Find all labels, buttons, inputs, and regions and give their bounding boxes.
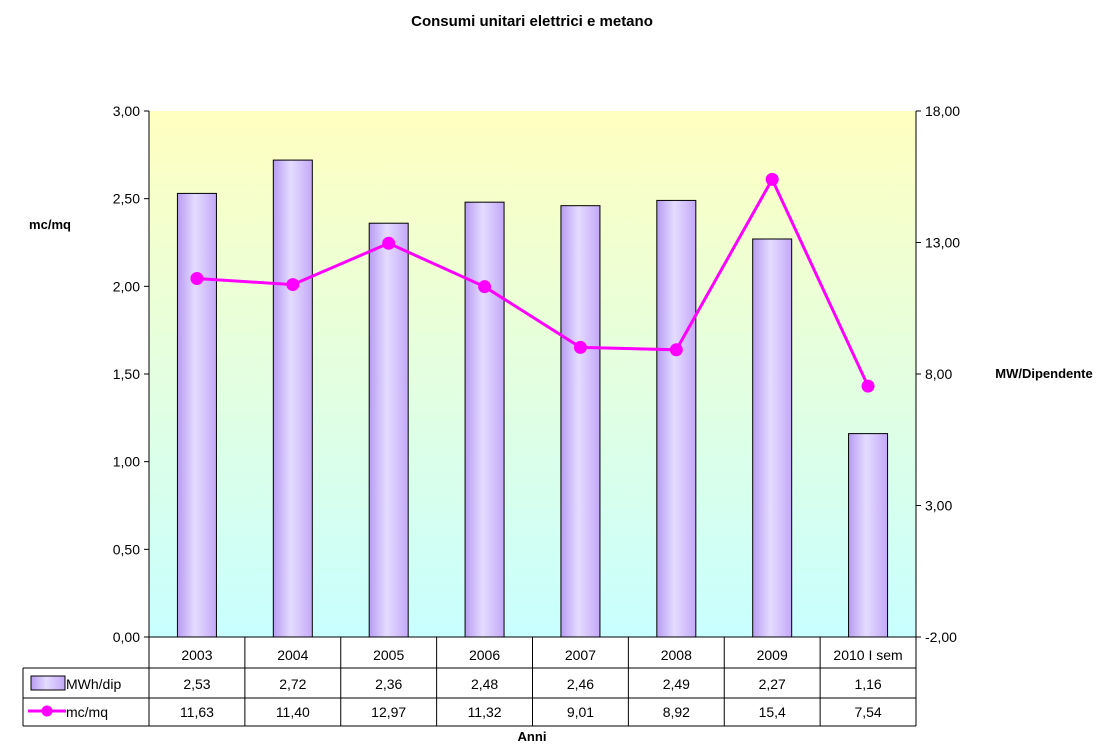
bar xyxy=(464,201,505,638)
y-left-tick-label: 1,00 xyxy=(113,454,140,470)
data-label-bar: 2,36 xyxy=(375,676,402,692)
line-point xyxy=(478,280,492,294)
chart-title: Consumi unitari elettrici e metano xyxy=(411,13,653,30)
data-label-line: 11,63 xyxy=(180,704,214,720)
line-point xyxy=(573,340,587,354)
bar xyxy=(272,159,313,638)
y-right-tick-label: 13,00 xyxy=(925,235,960,251)
data-label-bar: 2,27 xyxy=(759,676,786,692)
line-point xyxy=(382,236,396,250)
data-label-line: 15,4 xyxy=(759,704,786,720)
y-right-tick-label: 8,00 xyxy=(925,366,952,382)
data-table: 2003 2004 2005 2006 2007 2008 2009 2010 I sem MW… xyxy=(22,636,917,727)
y-right-tick-label: -2,00 xyxy=(925,629,957,645)
bar xyxy=(560,205,601,638)
line-path xyxy=(196,176,870,387)
line-series xyxy=(190,172,875,393)
bar xyxy=(368,222,409,638)
line-point xyxy=(765,172,779,186)
y-right-axis-title: MW/Dipendente xyxy=(995,366,1093,381)
bar xyxy=(656,199,697,638)
data-label-line: 11,32 xyxy=(468,704,502,720)
bar xyxy=(848,433,889,638)
bar-series xyxy=(176,159,889,638)
bar xyxy=(752,238,793,638)
y-right-tick-label: 18,00 xyxy=(925,103,960,119)
data-label-bar: 1,16 xyxy=(854,676,881,692)
category-label: 2009 xyxy=(757,647,788,663)
category-label: 2004 xyxy=(277,647,308,663)
line-point xyxy=(669,343,683,357)
legend-label-line: mc/mq xyxy=(66,704,108,720)
y-left-tick-label: 2,50 xyxy=(113,191,140,207)
legend-key-bar xyxy=(30,675,66,691)
legend-key-marker xyxy=(41,705,53,717)
category-label: 2003 xyxy=(181,647,212,663)
plot-area xyxy=(149,111,916,637)
data-label-line: 9,01 xyxy=(567,704,594,720)
data-label-line: 8,92 xyxy=(663,704,690,720)
data-label-bar: 2,48 xyxy=(471,676,498,692)
data-label-line: 7,54 xyxy=(854,704,881,720)
category-label: 2008 xyxy=(661,647,692,663)
bar xyxy=(176,192,217,638)
y-left-tick-label: 0,50 xyxy=(113,541,140,557)
data-label-line: 11,40 xyxy=(276,704,310,720)
category-label: 2005 xyxy=(373,647,404,663)
data-label-line: 12,97 xyxy=(371,704,406,720)
line-point xyxy=(861,379,875,393)
y-left-tick-label: 2,00 xyxy=(113,278,140,294)
y-left-ticks: 0,00 0,50 1,00 1,50 2,00 2,50 3,00 xyxy=(113,103,149,645)
y-left-axis-title: mc/mq xyxy=(29,217,71,232)
line-point xyxy=(286,278,300,292)
y-left-tick-label: 3,00 xyxy=(113,103,140,119)
y-right-tick-label: 3,00 xyxy=(925,498,952,514)
data-label-bar: 2,53 xyxy=(183,676,210,692)
x-axis-title: Anni xyxy=(518,729,547,744)
data-label-bar: 2,72 xyxy=(279,676,306,692)
category-label: 2006 xyxy=(469,647,500,663)
data-label-bar: 2,49 xyxy=(663,676,690,692)
line-point xyxy=(190,272,204,286)
category-label: 2007 xyxy=(565,647,596,663)
y-left-tick-label: 1,50 xyxy=(113,366,140,382)
category-label: 2010 I sem xyxy=(833,647,902,663)
legend-label-bar: MWh/dip xyxy=(66,676,121,692)
data-label-bar: 2,46 xyxy=(567,676,594,692)
y-left-tick-label: 0,00 xyxy=(113,629,140,645)
y-right-ticks: -2,00 3,00 8,00 13,00 18,00 xyxy=(916,103,960,645)
